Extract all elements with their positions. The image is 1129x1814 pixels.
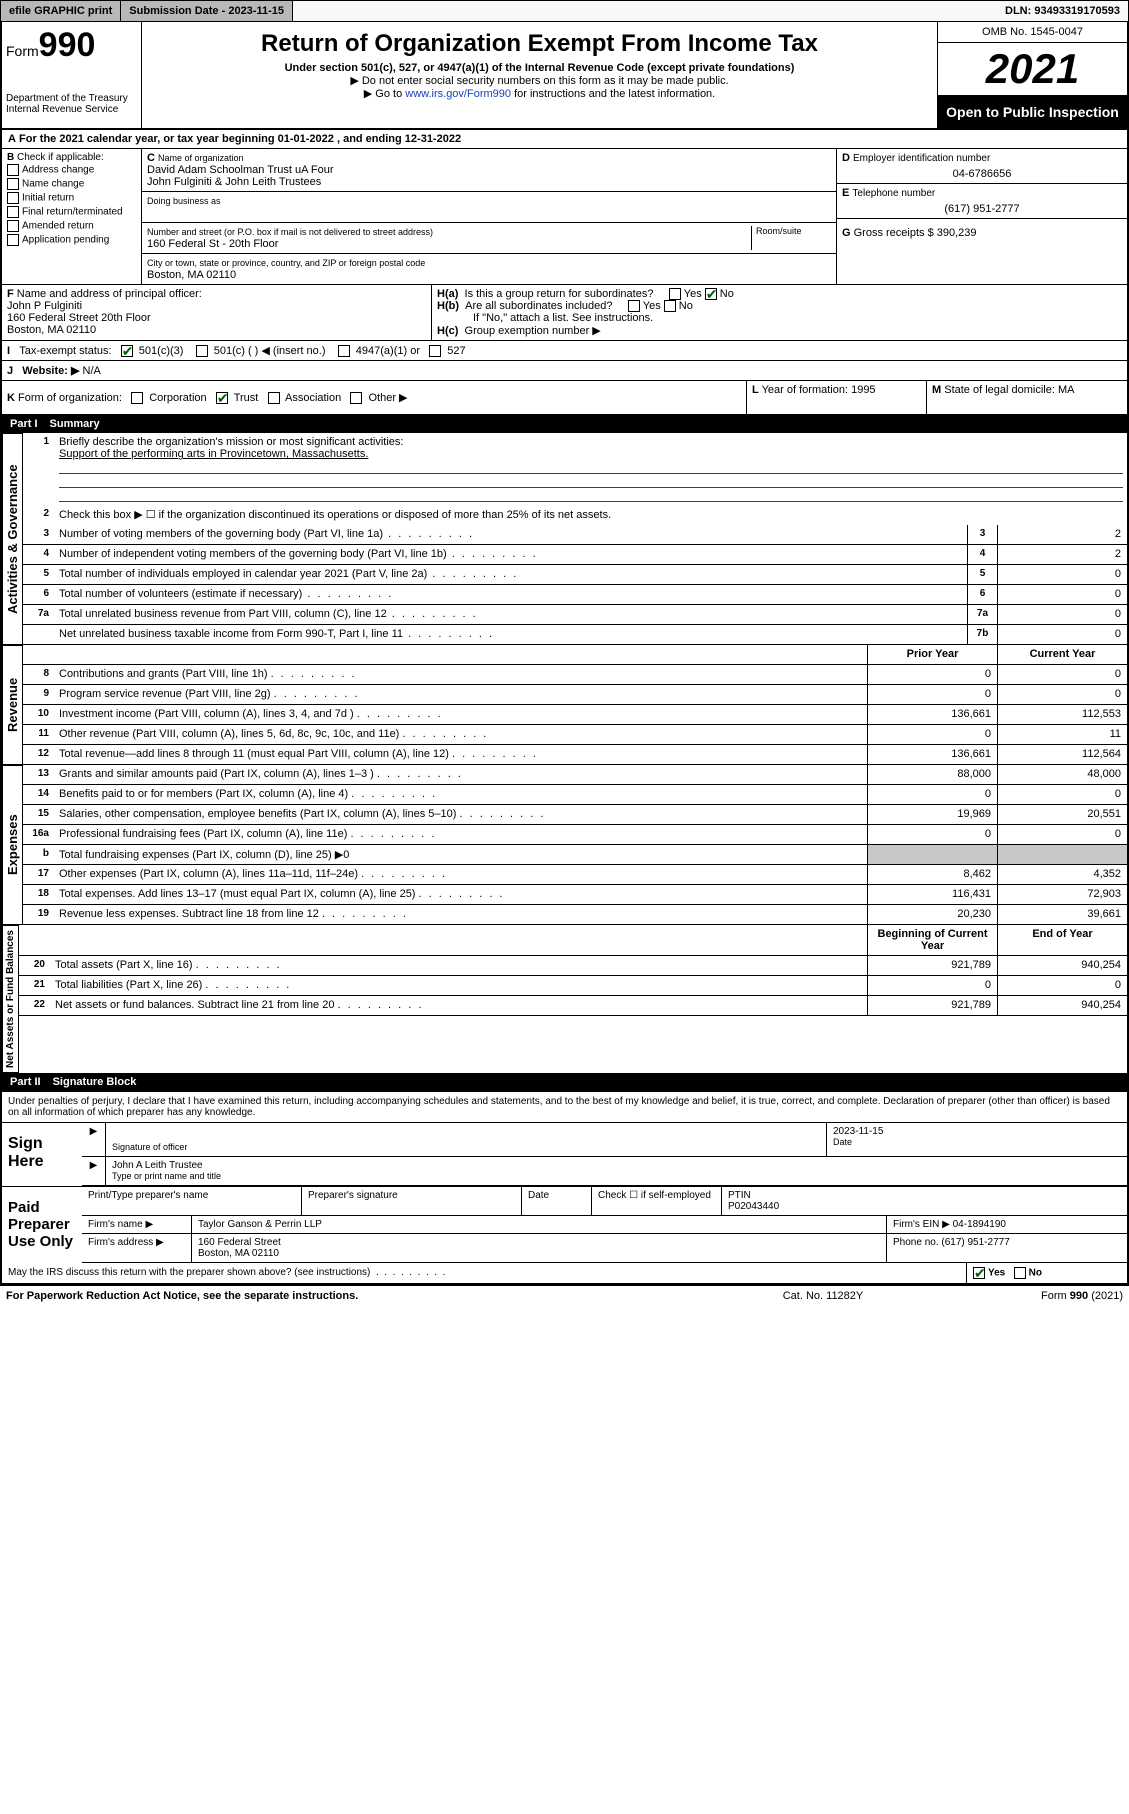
part-2: Part IISignature Block [0,1073,1129,1091]
cb-address-change[interactable] [7,164,19,176]
cb-hb-no[interactable] [664,300,676,312]
omb-number: OMB No. 1545-0047 [938,22,1127,43]
form-subtitle-1: Under section 501(c), 527, or 4947(a)(1)… [146,62,933,74]
data-line: 14Benefits paid to or for members (Part … [23,785,1127,805]
section-klm: K Form of organization: Corporation Trus… [0,381,1129,415]
section-j: J Website: ▶ N/A [0,361,1129,381]
data-line: bTotal fundraising expenses (Part IX, co… [23,845,1127,865]
data-line: 20Total assets (Part X, line 16) 921,789… [19,956,1127,976]
cb-527[interactable] [429,345,441,357]
footer-right: Form 990 (2021) [923,1290,1123,1302]
section-bcdefg: B Check if applicable: Address change Na… [0,149,1129,285]
page-footer: For Paperwork Reduction Act Notice, see … [0,1285,1129,1306]
cb-other[interactable] [350,392,362,404]
data-line: 13Grants and similar amounts paid (Part … [23,765,1127,785]
data-line: 10Investment income (Part VIII, column (… [23,705,1127,725]
cb-ha-yes[interactable] [669,288,681,300]
submission-date: Submission Date - 2023-11-15 [121,1,293,21]
cb-initial-return[interactable] [7,192,19,204]
data-line: 12Total revenue—add lines 8 through 11 (… [23,745,1127,765]
data-line: 8Contributions and grants (Part VIII, li… [23,665,1127,685]
footer-center: Cat. No. 11282Y [723,1290,923,1302]
cb-501c3[interactable] [121,345,133,357]
cb-trust[interactable] [216,392,228,404]
cb-final-return[interactable] [7,206,19,218]
gov-line: 7aTotal unrelated business revenue from … [23,605,1127,625]
data-line: 9Program service revenue (Part VIII, lin… [23,685,1127,705]
cb-discuss-yes[interactable] [973,1267,985,1279]
sign-here-label: Sign Here [2,1123,82,1186]
cb-discuss-no[interactable] [1014,1267,1026,1279]
data-line: 22Net assets or fund balances. Subtract … [19,996,1127,1016]
dept-label: Department of the Treasury Internal Reve… [6,93,137,115]
part-1: Part ISummary Activities & Governance 1B… [0,415,1129,1073]
tax-year: 2021 [938,43,1127,96]
section-c: C Name of organizationDavid Adam Schoolm… [142,149,837,284]
data-line: 16aProfessional fundraising fees (Part I… [23,825,1127,845]
form-subtitle-3: ▶ Go to www.irs.gov/Form990 for instruct… [146,87,933,100]
cb-name-change[interactable] [7,178,19,190]
open-inspection: Open to Public Inspection [938,96,1127,128]
cb-hb-yes[interactable] [628,300,640,312]
gov-line: Net unrelated business taxable income fr… [23,625,1127,645]
data-line: 19Revenue less expenses. Subtract line 1… [23,905,1127,925]
form-title: Return of Organization Exempt From Incom… [146,30,933,58]
sig-arrow-icon: ▶ [82,1157,106,1185]
data-line: 11Other revenue (Part VIII, column (A), … [23,725,1127,745]
section-deg: D Employer identification number04-67866… [837,149,1127,284]
data-line: 18Total expenses. Add lines 13–17 (must … [23,885,1127,905]
gov-line: 5Total number of individuals employed in… [23,565,1127,585]
gov-line: 4Number of independent voting members of… [23,545,1127,565]
cb-ha-no[interactable] [705,288,717,300]
cb-application-pending[interactable] [7,234,19,246]
section-fh: F Name and address of principal officer:… [0,285,1129,341]
irs-link[interactable]: www.irs.gov/Form990 [405,88,511,100]
footer-left: For Paperwork Reduction Act Notice, see … [6,1290,723,1302]
efile-button[interactable]: efile GRAPHIC print [1,1,121,21]
data-line: 15Salaries, other compensation, employee… [23,805,1127,825]
form-number: Form990 [6,26,137,65]
cb-corp[interactable] [131,392,143,404]
form-subtitle-2: ▶ Do not enter social security numbers o… [146,74,933,87]
side-expenses: Expenses [2,765,23,925]
cb-4947[interactable] [338,345,350,357]
section-b: B Check if applicable: Address change Na… [2,149,142,284]
cb-501c[interactable] [196,345,208,357]
cb-amended-return[interactable] [7,220,19,232]
side-governance: Activities & Governance [2,433,23,645]
data-line: 21Total liabilities (Part X, line 26) 00 [19,976,1127,996]
dln-label: DLN: 93493319170593 [997,1,1128,21]
cb-assoc[interactable] [268,392,280,404]
gov-line: 3Number of voting members of the governi… [23,525,1127,545]
sig-declaration: Under penalties of perjury, I declare th… [2,1092,1127,1123]
data-line: 17Other expenses (Part IX, column (A), l… [23,865,1127,885]
side-netassets: Net Assets or Fund Balances [2,925,19,1073]
top-bar: efile GRAPHIC print Submission Date - 20… [0,0,1129,22]
section-i: I Tax-exempt status: 501(c)(3) 501(c) ( … [0,341,1129,361]
signature-block: Under penalties of perjury, I declare th… [0,1091,1129,1285]
line-a: A For the 2021 calendar year, or tax yea… [0,130,1129,149]
form-header: Form990 Department of the Treasury Inter… [0,22,1129,130]
paid-preparer-label: Paid Preparer Use Only [2,1187,82,1263]
gov-line: 6Total number of volunteers (estimate if… [23,585,1127,605]
sig-arrow-icon: ▶ [82,1123,106,1156]
side-revenue: Revenue [2,645,23,765]
